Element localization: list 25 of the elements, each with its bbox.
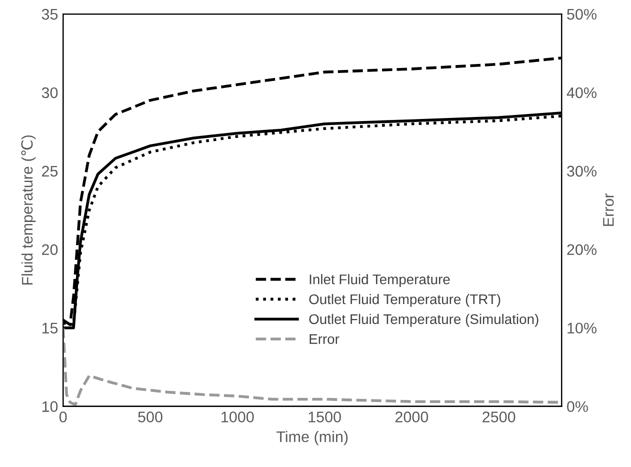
legend-label: Inlet Fluid Temperature [310,274,450,288]
y-tick-label: 10 [42,401,58,412]
legend-label: Outlet Fluid Temperature (Simulation) [309,314,538,327]
y2-tick-label: 10% [568,322,596,334]
y-tick-label: 15 [42,322,58,334]
y-tick-label: 30 [42,87,58,98]
y-tick-label: 20 [42,244,58,256]
y2-tick-label: 50% [567,8,596,20]
y2-tick-label: 30% [567,166,596,177]
y2-tick-label: 40% [566,87,596,98]
legend-label: Outlet Fluid Temperature (TRT) [309,294,500,307]
x-tick-label: 2000 [395,412,428,422]
x-tick-label: 1000 [222,412,254,422]
x-tick-label: 500 [138,412,162,422]
y-tick-label: 35 [42,8,58,20]
x-tick-label: 2500 [482,412,516,422]
y2-tick-label: 20% [567,244,596,256]
x-tick-label: 0 [59,412,67,422]
y-tick-label: 25 [42,166,58,177]
y2-tick-label: 0% [567,401,588,412]
x-axis-title: Time (min) [276,430,348,446]
legend-label: Error [310,334,340,344]
y2-axis-title: Error [603,193,614,226]
x-tick-label: 1500 [308,412,341,422]
y-axis-title: Fluid temperature (℃) [21,135,36,285]
